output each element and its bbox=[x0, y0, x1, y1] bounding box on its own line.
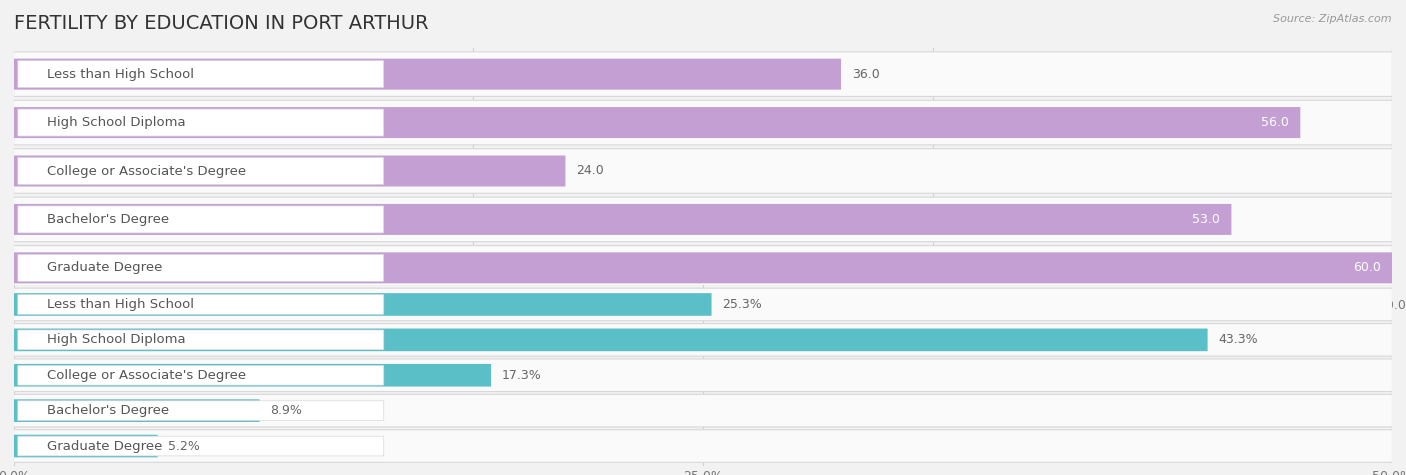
Text: Graduate Degree: Graduate Degree bbox=[48, 261, 163, 275]
Text: College or Associate's Degree: College or Associate's Degree bbox=[48, 369, 246, 382]
FancyBboxPatch shape bbox=[14, 293, 711, 316]
FancyBboxPatch shape bbox=[14, 399, 260, 422]
FancyBboxPatch shape bbox=[14, 364, 491, 387]
FancyBboxPatch shape bbox=[14, 58, 841, 90]
FancyBboxPatch shape bbox=[14, 252, 1392, 284]
FancyBboxPatch shape bbox=[14, 52, 1392, 96]
Text: Bachelor's Degree: Bachelor's Degree bbox=[48, 213, 170, 226]
FancyBboxPatch shape bbox=[18, 365, 384, 385]
Text: 43.3%: 43.3% bbox=[1219, 333, 1258, 346]
Text: Less than High School: Less than High School bbox=[48, 298, 194, 311]
FancyBboxPatch shape bbox=[14, 394, 1392, 427]
FancyBboxPatch shape bbox=[18, 401, 384, 420]
FancyBboxPatch shape bbox=[18, 61, 384, 87]
Text: Bachelor's Degree: Bachelor's Degree bbox=[48, 404, 170, 417]
FancyBboxPatch shape bbox=[18, 158, 384, 184]
FancyBboxPatch shape bbox=[14, 107, 1301, 138]
FancyBboxPatch shape bbox=[14, 288, 1392, 321]
Text: College or Associate's Degree: College or Associate's Degree bbox=[48, 164, 246, 178]
Text: 36.0: 36.0 bbox=[852, 67, 880, 81]
FancyBboxPatch shape bbox=[14, 155, 565, 187]
Text: High School Diploma: High School Diploma bbox=[48, 116, 186, 129]
Text: 60.0: 60.0 bbox=[1353, 261, 1381, 275]
FancyBboxPatch shape bbox=[18, 330, 384, 350]
FancyBboxPatch shape bbox=[18, 109, 384, 136]
Text: Source: ZipAtlas.com: Source: ZipAtlas.com bbox=[1274, 14, 1392, 24]
FancyBboxPatch shape bbox=[18, 294, 384, 314]
Text: FERTILITY BY EDUCATION IN PORT ARTHUR: FERTILITY BY EDUCATION IN PORT ARTHUR bbox=[14, 14, 429, 33]
Text: 56.0: 56.0 bbox=[1261, 116, 1289, 129]
FancyBboxPatch shape bbox=[14, 430, 1392, 462]
Text: Graduate Degree: Graduate Degree bbox=[48, 439, 163, 453]
Text: 53.0: 53.0 bbox=[1192, 213, 1220, 226]
Text: Less than High School: Less than High School bbox=[48, 67, 194, 81]
FancyBboxPatch shape bbox=[14, 329, 1208, 351]
Text: 8.9%: 8.9% bbox=[270, 404, 302, 417]
FancyBboxPatch shape bbox=[14, 435, 157, 457]
Text: 5.2%: 5.2% bbox=[169, 439, 200, 453]
FancyBboxPatch shape bbox=[14, 100, 1392, 145]
FancyBboxPatch shape bbox=[14, 149, 1392, 193]
Text: High School Diploma: High School Diploma bbox=[48, 333, 186, 346]
FancyBboxPatch shape bbox=[14, 204, 1232, 235]
FancyBboxPatch shape bbox=[18, 436, 384, 456]
FancyBboxPatch shape bbox=[14, 246, 1392, 290]
Text: 25.3%: 25.3% bbox=[723, 298, 762, 311]
Text: 24.0: 24.0 bbox=[576, 164, 605, 178]
FancyBboxPatch shape bbox=[14, 323, 1392, 356]
Text: 17.3%: 17.3% bbox=[502, 369, 541, 382]
FancyBboxPatch shape bbox=[18, 255, 384, 281]
FancyBboxPatch shape bbox=[14, 197, 1392, 242]
FancyBboxPatch shape bbox=[14, 359, 1392, 391]
FancyBboxPatch shape bbox=[18, 206, 384, 233]
